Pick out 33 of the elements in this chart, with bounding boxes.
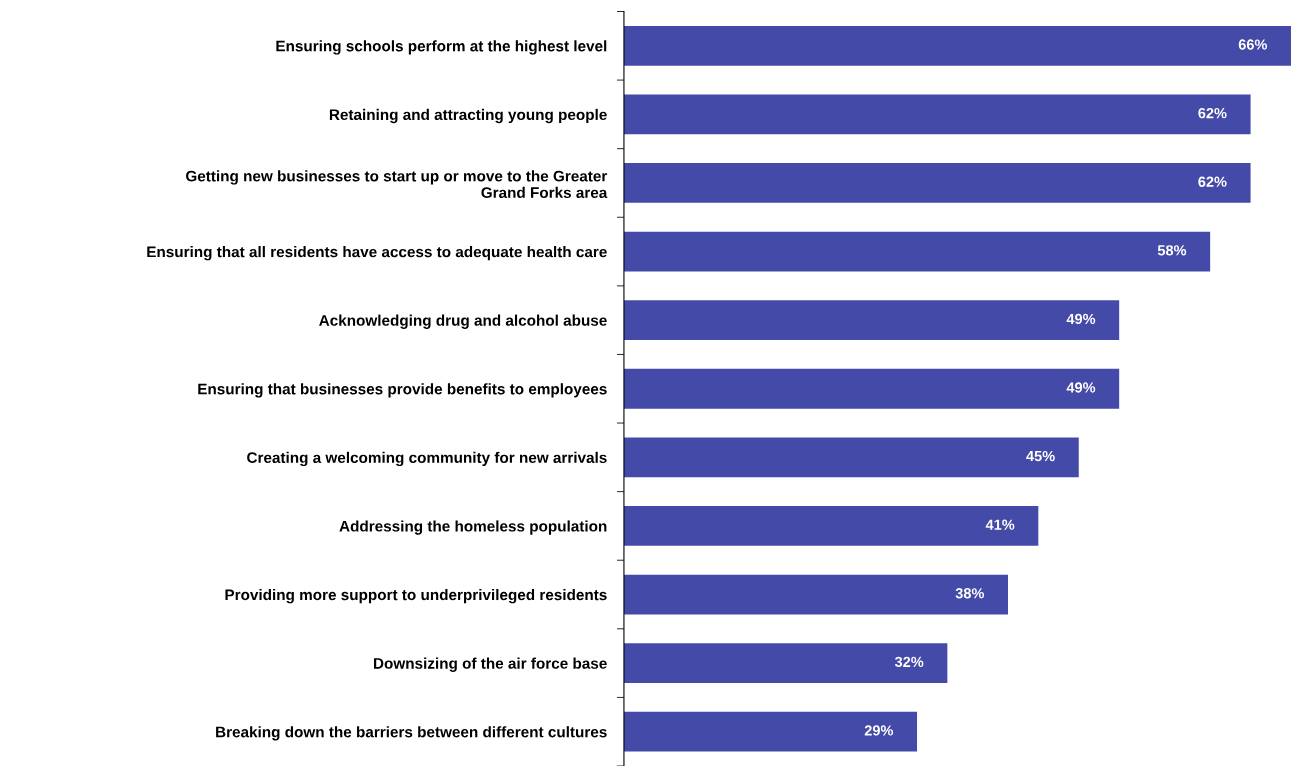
data-label: 62% [1198, 176, 1227, 187]
data-label: 49% [1066, 313, 1096, 325]
y-tick-label: Breaking down the barriers between different cultures [216, 726, 607, 741]
y-tick-label: Ensuring schools perform at the highest level [276, 40, 607, 55]
data-label: 62% [1198, 107, 1227, 119]
bar [623, 506, 1039, 546]
data-label: 58% [1157, 245, 1187, 256]
bar [623, 300, 1120, 341]
y-tick-label: Ensuring that all residents have access to adequate health care [147, 246, 607, 261]
bar [623, 163, 1251, 203]
data-label: 38% [955, 588, 985, 599]
data-label: 49% [1066, 382, 1096, 393]
y-tick-label: Addressing the homeless population [339, 520, 607, 535]
y-tick-label: Ensuring that businesses provide benefits to employees [198, 383, 607, 398]
data-label: 66% [1238, 39, 1268, 50]
y-tick-label: Creating a welcoming community for new arrivals [247, 451, 607, 467]
y-tick-label: Providing more support to underprivileged residents [225, 588, 607, 604]
bar [623, 231, 1211, 272]
bar [623, 437, 1079, 478]
bar [623, 711, 918, 752]
y-tick-label: Acknowledging drug and alcohol abuse [319, 314, 607, 329]
bar [623, 574, 1008, 615]
data-label: 41% [985, 519, 1015, 530]
data-label: 45% [1026, 450, 1055, 462]
bar [623, 368, 1120, 409]
y-tick-label: Retaining and attracting young people [329, 108, 607, 124]
data-label: 32% [894, 656, 924, 668]
bar [623, 25, 1291, 66]
y-tick-label: Downsizing of the air force base [374, 657, 607, 672]
bar [623, 643, 948, 683]
y-tick-label: Getting new businesses to start up or move to the Greater Grand Forks area [186, 170, 608, 199]
bar [623, 94, 1251, 135]
data-label: 29% [864, 725, 894, 736]
